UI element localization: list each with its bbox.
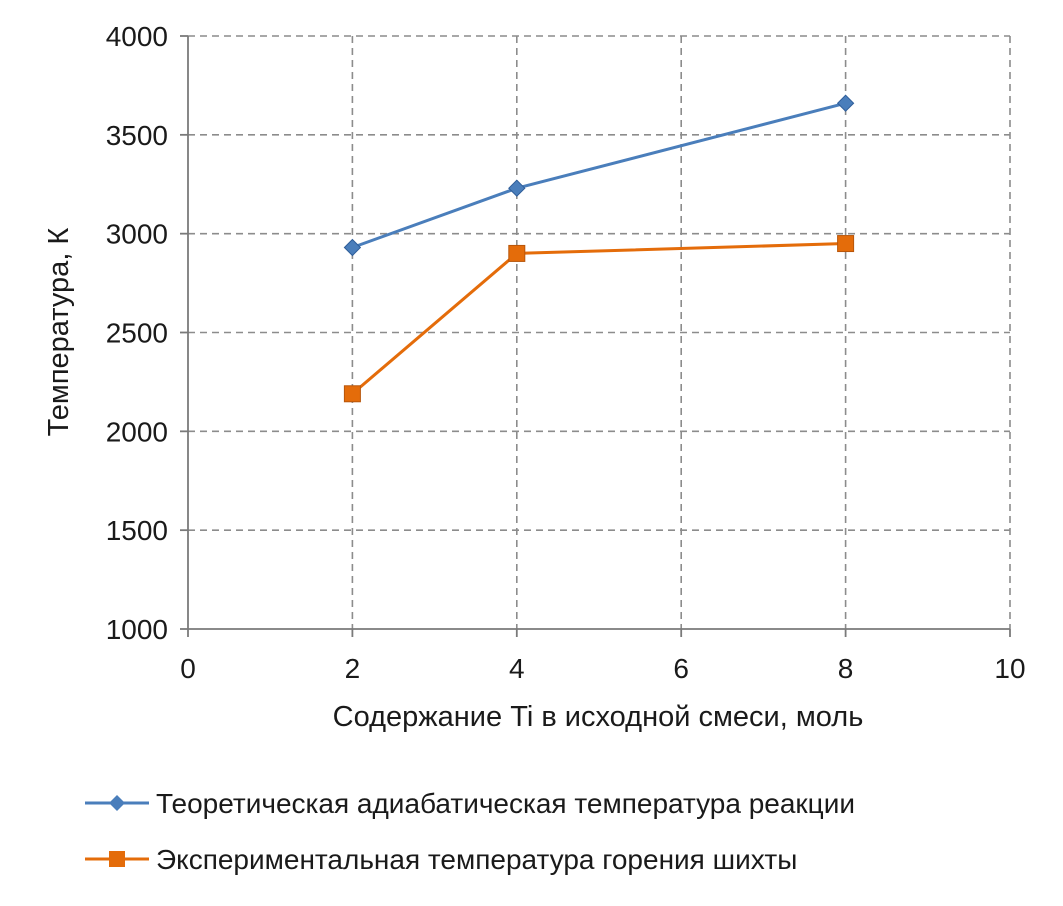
data-point-experimental: [508, 244, 526, 262]
x-tick-label: 10: [994, 653, 1025, 684]
gridlines: [188, 35, 1011, 629]
y-tick-label: 2500: [106, 318, 168, 349]
x-tick-label: 8: [838, 653, 854, 684]
data-point-theoretical: [508, 179, 526, 197]
x-axis-label: Содержание Ti в исходной смеси, моль: [333, 701, 864, 733]
x-tick-label: 0: [180, 653, 196, 684]
legend-marker-square: [109, 851, 125, 867]
data-point-theoretical: [343, 238, 362, 257]
x-tick-label: 4: [509, 653, 525, 684]
data-point-theoretical: [836, 94, 855, 112]
data-point-experimental: [343, 385, 361, 403]
x-tick-label: 6: [673, 653, 689, 684]
axes: [180, 35, 1011, 637]
legend-label-experimental: Экспериментальная температура горения ши…: [156, 844, 797, 875]
legend: Теоретическая адиабатическая температура…: [85, 788, 855, 875]
y-axis-label: Температура, К: [43, 228, 75, 437]
legend-label-theoretical: Теоретическая адиабатическая температура…: [156, 788, 855, 819]
y-tick-labels: 1000 1500 2000 2500 3000 3500 4000: [106, 21, 168, 645]
x-tick-label: 2: [345, 653, 361, 684]
y-tick-label: 3000: [106, 219, 168, 250]
y-tick-label: 1500: [106, 515, 168, 546]
series: [343, 94, 855, 403]
y-tick-label: 2000: [106, 416, 168, 447]
legend-item-theoretical: Теоретическая адиабатическая температура…: [85, 788, 855, 819]
y-tick-label: 4000: [106, 21, 168, 52]
series-line-experimental: [351, 242, 846, 395]
series-line-theoretical: [351, 101, 846, 249]
legend-item-experimental: Экспериментальная температура горения ши…: [85, 844, 797, 875]
y-tick-label: 1000: [106, 614, 168, 645]
x-tick-labels: 0 2 4 6 8 10: [180, 653, 1025, 684]
legend-marker-diamond: [109, 795, 125, 811]
y-tick-label: 3500: [106, 120, 168, 151]
data-point-experimental: [837, 235, 855, 253]
